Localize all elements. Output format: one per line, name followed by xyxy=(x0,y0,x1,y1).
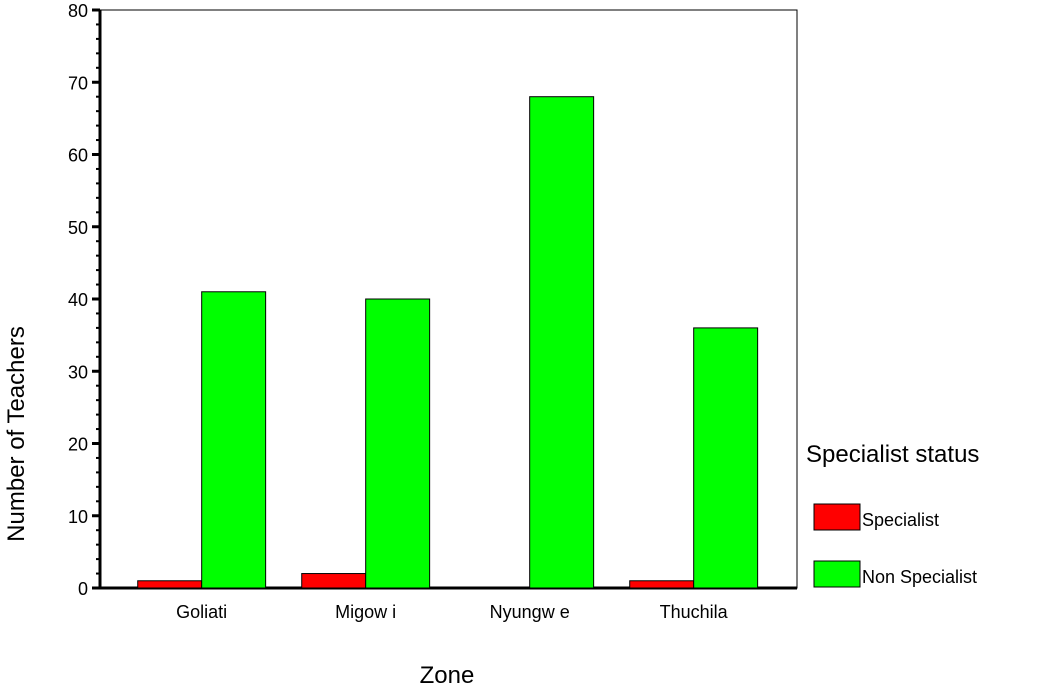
x-tick-label: Goliati xyxy=(176,602,227,622)
bar-specialist xyxy=(301,573,367,589)
legend-label-specialist: Specialist xyxy=(862,510,939,530)
y-tick-label: 20 xyxy=(68,435,88,455)
bar-specialist xyxy=(137,580,203,589)
y-axis-title: Number of Teachers xyxy=(3,326,30,542)
legend-label-non-specialist: Non Specialist xyxy=(862,567,977,587)
y-tick-label: 80 xyxy=(68,1,88,21)
x-axis-title: Zone xyxy=(420,662,475,686)
x-tick-label: Migow i xyxy=(335,602,396,622)
legend: Specialist status Specialist Non Special… xyxy=(806,441,979,588)
bar-non-specialist xyxy=(529,96,595,589)
y-tick-label: 50 xyxy=(68,218,88,238)
bar-specialist xyxy=(629,580,695,589)
legend-swatch-non-specialist xyxy=(813,560,861,588)
bars xyxy=(137,96,759,589)
y-tick-label: 10 xyxy=(68,507,88,527)
y-tick-label: 0 xyxy=(78,579,88,599)
x-tick-label: Thuchila xyxy=(660,602,729,622)
y-axis: 0 10 20 30 40 50 60 70 80 xyxy=(68,1,102,599)
y-tick-label: 60 xyxy=(68,146,88,166)
bar-non-specialist xyxy=(201,291,267,589)
legend-title: Specialist status xyxy=(806,441,979,468)
x-tick-label: Nyungw e xyxy=(490,602,570,622)
legend-swatch-specialist xyxy=(813,503,861,531)
bar-non-specialist xyxy=(693,327,759,589)
x-axis: Goliati Migow i Nyungw e Thuchila xyxy=(100,586,797,622)
bar-non-specialist xyxy=(365,298,431,589)
y-tick-label: 30 xyxy=(68,362,88,382)
y-tick-label: 70 xyxy=(68,73,88,93)
y-tick-label: 40 xyxy=(68,290,88,310)
